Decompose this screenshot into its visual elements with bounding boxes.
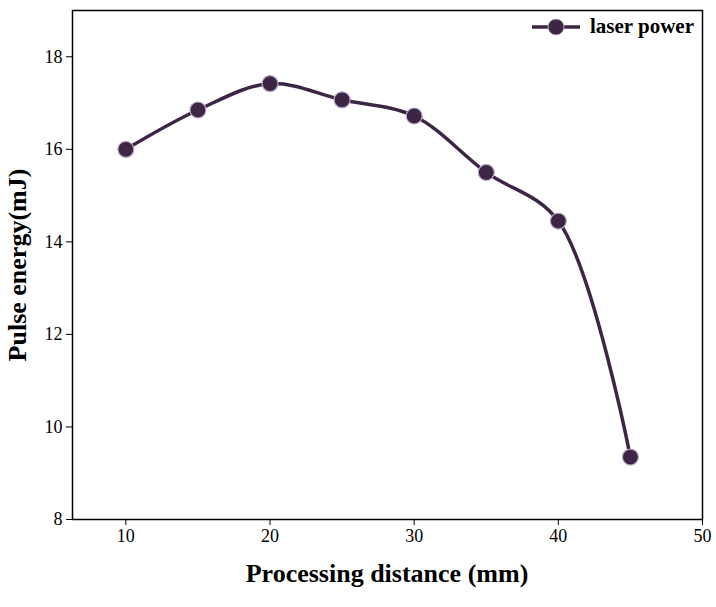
html-text:Pulse energy(mJ): Pulse energy(mJ)	[3, 168, 32, 361]
svg-text:50: 50	[694, 526, 712, 546]
svg-text:20: 20	[261, 526, 279, 546]
svg-text:40: 40	[549, 526, 567, 546]
svg-text:8: 8	[54, 509, 63, 529]
svg-text:14: 14	[45, 232, 63, 252]
svg-text:16: 16	[45, 139, 63, 159]
html-text:laser power: laser power	[590, 14, 694, 38]
svg-text:10: 10	[117, 526, 135, 546]
svg-text:30: 30	[405, 526, 423, 546]
svg-text:12: 12	[45, 324, 63, 344]
html-text:Processing distance (mm): Processing distance (mm)	[245, 559, 529, 588]
svg-text:10: 10	[45, 417, 63, 437]
svg-text:18: 18	[45, 47, 63, 67]
